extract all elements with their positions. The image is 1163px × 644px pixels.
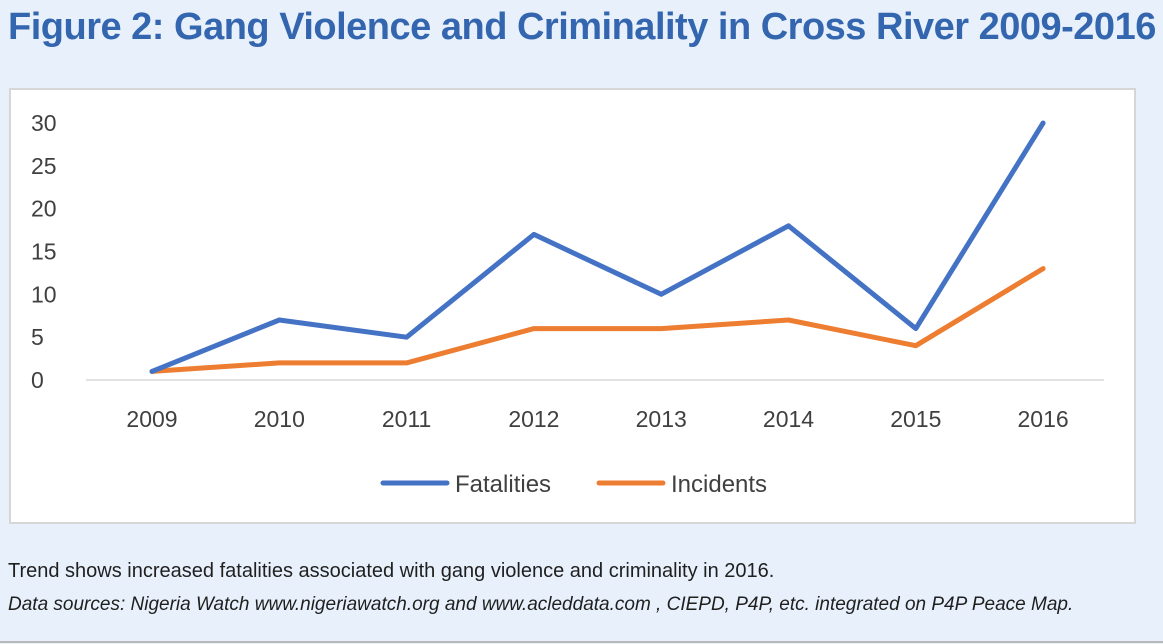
x-tick-label: 2012 [508, 406, 559, 432]
y-tick-label: 5 [31, 324, 44, 350]
legend-label-incidents: Incidents [671, 471, 767, 498]
y-tick-label: 0 [31, 367, 44, 393]
x-tick-label: 2015 [890, 406, 941, 432]
x-tick-label: 2009 [126, 406, 177, 432]
x-tick-label: 2011 [382, 406, 431, 432]
y-tick-label: 20 [31, 196, 57, 222]
x-tick-label: 2016 [1018, 406, 1069, 432]
chart-area: 0 5 10 15 20 25 30 2009 2010 2011 2012 2013 2014 201… [9, 88, 1136, 524]
legend: Fatalities Incidents [380, 471, 767, 498]
x-axis-ticks: 2009 2010 2011 2012 2013 2014 2015 2016 [126, 406, 1068, 432]
y-tick-label: 15 [31, 239, 57, 265]
y-tick-label: 30 [31, 110, 57, 136]
x-tick-label: 2013 [636, 406, 687, 432]
x-tick-label: 2014 [763, 406, 814, 432]
series-lines [149, 120, 1046, 374]
y-tick-label: 10 [31, 281, 57, 307]
line-chart: 0 5 10 15 20 25 30 2009 2010 2011 2012 2013 2014 201… [31, 110, 1104, 498]
y-axis-ticks: 0 5 10 15 20 25 30 [31, 110, 57, 393]
legend-label-fatalities: Fatalities [455, 471, 551, 498]
series-line-incidents [149, 266, 1046, 374]
figure-caption: Trend shows increased fatalities associa… [8, 560, 775, 582]
series-line-fatalities [149, 120, 1046, 374]
y-tick-label: 25 [31, 153, 57, 179]
x-tick-label: 2010 [254, 406, 305, 432]
bottom-divider [0, 641, 1163, 643]
data-sources: Data sources: Nigeria Watch www.nigeriaw… [8, 594, 1074, 615]
figure-title: Figure 2: Gang Violence and Criminality … [8, 6, 1156, 48]
